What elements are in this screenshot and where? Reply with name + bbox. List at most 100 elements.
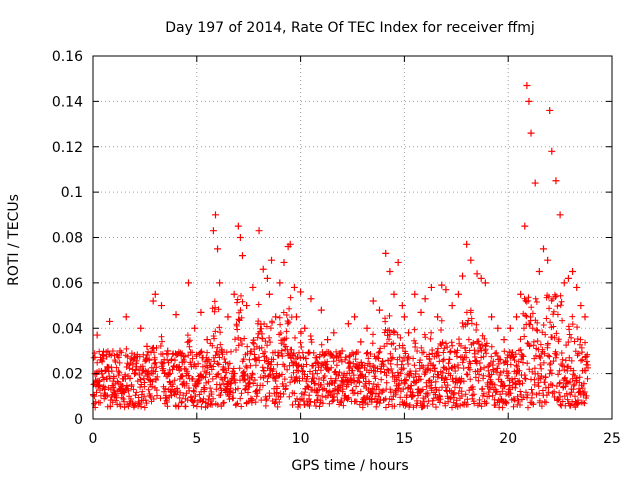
x-tick-label: 10 — [292, 431, 310, 447]
data-point — [548, 147, 556, 155]
y-tick-label: 0.12 — [52, 140, 83, 156]
data-point — [255, 227, 263, 235]
data-point — [564, 274, 572, 282]
data-point — [106, 317, 114, 325]
data-point — [268, 256, 276, 264]
data-point — [158, 302, 166, 310]
data-point — [184, 279, 192, 287]
data-point — [344, 320, 352, 328]
data-point — [276, 279, 284, 287]
data-point — [448, 302, 456, 310]
data-point — [363, 324, 371, 332]
data-point — [99, 351, 107, 359]
data-point — [292, 313, 300, 321]
data-point — [473, 270, 481, 278]
y-tick-label: 0 — [74, 412, 83, 428]
data-points — [91, 81, 589, 389]
data-point — [577, 302, 585, 310]
data-point — [573, 283, 581, 291]
data-point — [581, 313, 589, 321]
data-point — [517, 290, 525, 298]
data-point — [297, 288, 305, 296]
data-point — [463, 240, 471, 248]
data-point — [523, 81, 531, 89]
x-axis-label: GPS time / hours — [291, 458, 408, 474]
data-point — [280, 258, 288, 266]
data-point — [197, 308, 205, 316]
data-point — [544, 256, 552, 264]
data-point — [467, 256, 475, 264]
data-point — [546, 106, 554, 114]
y-tick-label: 0.08 — [52, 231, 83, 247]
data-point — [398, 302, 406, 310]
data-point — [116, 347, 124, 355]
data-point — [149, 297, 157, 305]
data-point — [442, 286, 450, 294]
data-point — [481, 279, 489, 287]
data-point — [375, 306, 383, 314]
data-point — [265, 290, 273, 298]
y-tick-label: 0.06 — [52, 276, 83, 292]
x-axis-ticks: 0 5 10 15 20 25 — [89, 56, 621, 447]
y-tick-label: 0.1 — [61, 185, 83, 201]
data-point — [539, 245, 547, 253]
data-point — [203, 336, 211, 344]
data-point — [438, 281, 446, 289]
data-point — [357, 338, 365, 346]
data-point — [307, 295, 315, 303]
data-point — [390, 290, 398, 298]
data-point — [400, 313, 408, 321]
data-point — [330, 329, 338, 337]
data-point — [382, 249, 390, 257]
data-point — [230, 290, 238, 298]
data-point — [525, 97, 533, 105]
data-point — [286, 240, 294, 248]
data-point — [224, 313, 232, 321]
data-point — [513, 313, 521, 321]
y-tick-label: 0.16 — [52, 49, 83, 65]
data-point — [137, 324, 145, 332]
data-point — [417, 308, 425, 316]
data-point — [317, 306, 325, 314]
data-point — [218, 347, 226, 355]
data-point — [172, 311, 180, 319]
data-point — [527, 129, 535, 137]
chart-title: Day 197 of 2014, Rate Of TEC Index for r… — [165, 20, 535, 36]
data-point — [506, 324, 514, 332]
data-point — [531, 179, 539, 187]
data-point — [411, 290, 419, 298]
data-point — [93, 331, 101, 339]
data-point — [211, 211, 219, 219]
data-point — [110, 374, 118, 382]
y-axis-ticks: 0 0.02 0.04 0.06 0.08 0.1 0.12 0.14 0.16 — [52, 49, 612, 428]
data-point — [238, 252, 246, 260]
data-point — [535, 268, 543, 276]
data-point — [427, 283, 435, 291]
data-point — [386, 268, 394, 276]
data-point — [151, 290, 159, 298]
data-point — [454, 290, 462, 298]
data-point — [243, 302, 251, 310]
data-point — [488, 313, 496, 321]
data-point — [500, 336, 508, 344]
data-point — [560, 279, 568, 287]
y-tick-label: 0.04 — [52, 321, 83, 337]
data-point — [216, 279, 224, 287]
x-tick-label: 20 — [499, 431, 517, 447]
data-point — [394, 258, 402, 266]
data-point — [521, 222, 529, 230]
data-point — [405, 329, 413, 337]
y-tick-label: 0.02 — [52, 367, 83, 383]
data-point — [249, 283, 257, 291]
data-point — [290, 283, 298, 291]
data-point — [556, 211, 564, 219]
x-tick-label: 0 — [89, 431, 98, 447]
data-point — [122, 313, 130, 321]
data-point — [236, 234, 244, 241]
data-point — [164, 347, 172, 355]
data-point — [351, 313, 359, 321]
data-point — [259, 265, 267, 273]
x-tick-label: 25 — [603, 431, 621, 447]
data-point — [459, 272, 467, 280]
data-point — [191, 324, 199, 332]
